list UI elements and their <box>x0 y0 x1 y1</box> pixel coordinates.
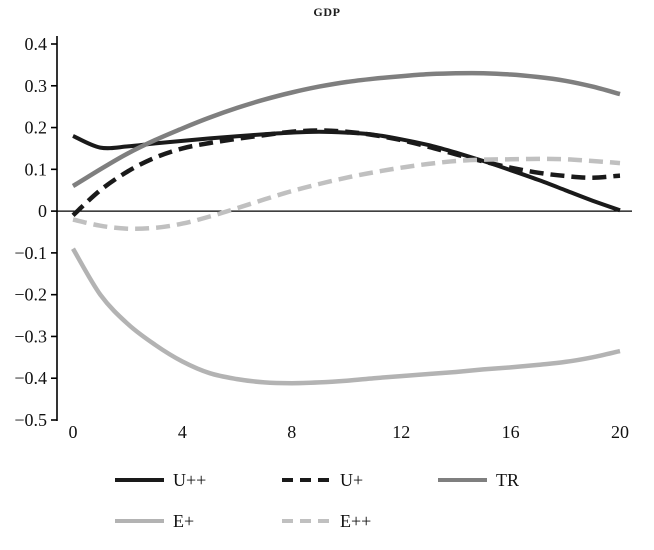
series-line-Epp <box>72 156 621 232</box>
x-tick-label: 16 <box>502 422 520 442</box>
legend-line-sample <box>282 477 331 482</box>
legend-label: E+ <box>173 510 195 531</box>
x-tick-label: 20 <box>611 422 629 442</box>
legend-row: E+ E++ <box>115 500 654 541</box>
y-tick-label: 0.3 <box>25 76 48 96</box>
y-tick-label: 0.2 <box>25 118 48 138</box>
chart-legend: U++ U+ TR E+ E++ <box>0 459 654 541</box>
legend-line-sample <box>438 477 487 482</box>
legend-item-up: U+ <box>282 471 438 489</box>
chart-title: GDP <box>313 5 341 19</box>
legend-item-epp: E++ <box>282 512 438 530</box>
series-line-Ep <box>71 247 621 386</box>
legend-line-sample <box>115 518 164 523</box>
legend-line-sample <box>115 477 164 482</box>
legend-item-ep: E+ <box>115 512 282 530</box>
x-tick-label: 4 <box>178 422 187 442</box>
legend-label: U++ <box>173 469 207 490</box>
y-tick-label: 0.4 <box>25 34 48 54</box>
x-tick-label: 8 <box>287 422 296 442</box>
y-tick-label: 0 <box>38 201 47 221</box>
legend-item-upp: U++ <box>115 471 282 489</box>
y-tick-label: −0.1 <box>14 243 47 263</box>
legend-label: U+ <box>340 469 364 490</box>
y-tick-label: −0.2 <box>14 285 47 305</box>
x-tick-label: 12 <box>392 422 410 442</box>
y-tick-label: −0.5 <box>14 410 47 430</box>
series-line-Up <box>71 128 621 217</box>
legend-label: TR <box>496 469 520 490</box>
x-tick-label: 0 <box>69 422 78 442</box>
legend-row: U++ U+ TR <box>115 459 654 500</box>
y-tick-label: −0.4 <box>14 368 47 388</box>
legend-line-sample <box>282 518 331 523</box>
y-tick-label: 0.1 <box>25 159 48 179</box>
y-tick-label: −0.3 <box>14 326 47 346</box>
series-line-TR <box>71 70 621 188</box>
legend-label: E++ <box>340 510 372 531</box>
chart-svg: 0.4 0.3 0.2 0.1 0 −0.1 −0.2 −0.3 −0.4 −0.5 0 4 8 12 16… <box>14 34 632 442</box>
legend-item-tr: TR <box>438 471 654 489</box>
